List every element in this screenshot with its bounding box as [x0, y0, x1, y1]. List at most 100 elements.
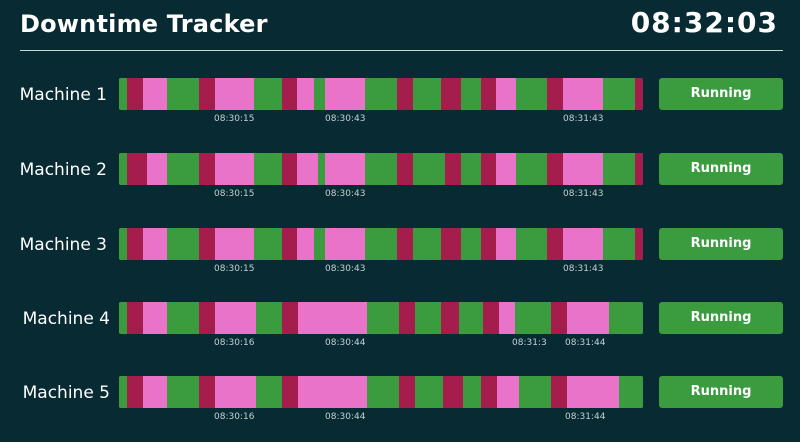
machine-label: Machine 5 — [22, 383, 110, 403]
timeline-segment-idle — [143, 302, 167, 334]
timeline-segment-down — [397, 78, 413, 110]
timeline-segment-idle — [563, 78, 603, 110]
status-badge[interactable]: Running — [659, 302, 783, 334]
machine-label: Machine 4 — [22, 309, 110, 329]
timeline-segment-run — [365, 78, 397, 110]
timeline-segment-run — [314, 78, 325, 110]
timeline-segment-idle — [325, 228, 365, 260]
timeline-segment-idle — [143, 376, 167, 408]
timeline-segment-run — [516, 228, 547, 260]
timeline-segment-down — [127, 302, 143, 334]
timeline-segment-down — [481, 376, 497, 408]
timeline-tick-label: 08:31:44 — [565, 338, 606, 348]
timeline-segment-idle — [298, 302, 367, 334]
timeline-segment-down — [481, 228, 496, 260]
timeline-tick-label: 08:30:44 — [325, 338, 366, 348]
timeline-tick-label: 08:31:3 — [512, 338, 547, 348]
timeline-segment-down — [445, 153, 461, 185]
timeline-segment-idle — [215, 153, 254, 185]
timeline-segment-down — [199, 376, 215, 408]
timeline-segment-idle — [496, 78, 516, 110]
status-badge[interactable]: Running — [659, 78, 783, 110]
timeline-segment-down — [399, 302, 415, 334]
timeline-segment-run — [413, 228, 441, 260]
header-divider — [20, 50, 783, 51]
timeline-segment-down — [399, 376, 415, 408]
timeline-tick-label: 08:30:15 — [214, 114, 255, 124]
timeline-segment-run — [413, 78, 441, 110]
timeline-segment-idle — [215, 376, 256, 408]
timeline-segment-down — [127, 78, 143, 110]
timeline-tick-label: 08:30:16 — [214, 412, 255, 422]
timeline-segment-idle — [215, 78, 254, 110]
timeline-segment-idle — [143, 78, 167, 110]
timeline-segment-run — [463, 376, 481, 408]
clock: 08:32:03 — [630, 6, 778, 39]
timeline-segment-run — [461, 153, 481, 185]
page-title: Downtime Tracker — [20, 10, 268, 38]
timeline-segment-run — [365, 228, 397, 260]
timeline-segment-run — [461, 228, 481, 260]
timeline-segment-run — [609, 302, 643, 334]
timeline-segment-run — [519, 376, 551, 408]
timeline-segment-run — [603, 78, 635, 110]
timeline-tick-label: 08:31:43 — [563, 189, 604, 199]
machine-label: Machine 1 — [19, 85, 107, 105]
timeline-segment-down — [547, 228, 563, 260]
timeline-tick-label: 08:30:43 — [325, 189, 366, 199]
timeline-bar — [119, 78, 643, 110]
timeline-segment-down — [441, 78, 461, 110]
timeline-segment-run — [167, 153, 199, 185]
timeline-segment-run — [167, 78, 199, 110]
timeline-segment-run — [516, 153, 547, 185]
timeline-segment-run — [256, 302, 282, 334]
timeline-tick-label: 08:30:16 — [214, 338, 255, 348]
timeline-tick-label: 08:31:43 — [563, 114, 604, 124]
timeline-segment-run — [167, 302, 199, 334]
timeline-bar — [119, 376, 643, 408]
timeline-segment-run — [413, 153, 445, 185]
timeline-segment-idle — [325, 153, 365, 185]
timeline-segment-down — [483, 302, 499, 334]
timeline-segment-run — [415, 376, 443, 408]
timeline-segment-idle — [215, 302, 256, 334]
timeline-tick-label: 08:30:15 — [214, 189, 255, 199]
timeline-segment-run — [119, 302, 127, 334]
timeline-segment-run — [461, 78, 481, 110]
status-badge[interactable]: Running — [659, 153, 783, 185]
timeline-segment-run — [318, 153, 325, 185]
timeline-segment-down — [397, 153, 413, 185]
machine-row: Machine 2 08:30:15 08:30:43 08:31:43 Running — [0, 153, 800, 213]
timeline-segment-down — [199, 302, 215, 334]
timeline-segment-idle — [496, 228, 516, 260]
timeline-tick-label: 08:31:44 — [565, 412, 606, 422]
timeline-segment-run — [367, 302, 399, 334]
timeline-segment-down — [397, 228, 413, 260]
machine-row: Machine 3 08:30:15 08:30:43 08:31:43 Running — [0, 228, 800, 288]
timeline-tick-label: 08:30:43 — [325, 114, 366, 124]
timeline-segment-down — [551, 376, 567, 408]
timeline-segment-down — [635, 228, 643, 260]
timeline-segment-run — [256, 376, 282, 408]
timeline-segment-idle — [563, 228, 603, 260]
timeline-segment-idle — [297, 228, 314, 260]
timeline-segment-down — [635, 78, 643, 110]
timeline-segment-run — [119, 78, 127, 110]
timeline-tick-label: 08:30:43 — [325, 264, 366, 274]
status-badge[interactable]: Running — [659, 228, 783, 260]
timeline-segment-run — [254, 153, 282, 185]
timeline-segment-idle — [215, 228, 254, 260]
timeline-segment-idle — [567, 302, 609, 334]
timeline-tick-label: 08:30:15 — [214, 264, 255, 274]
machine-row: Machine 4 08:30:16 08:30:44 08:31:3 08:31:44… — [0, 302, 800, 362]
timeline-segment-down — [199, 153, 215, 185]
status-badge[interactable]: Running — [659, 376, 783, 408]
timeline-segment-down — [282, 376, 298, 408]
timeline-segment-idle — [143, 228, 167, 260]
timeline-segment-idle — [297, 78, 314, 110]
timeline-segment-idle — [298, 376, 367, 408]
timeline-segment-down — [127, 376, 143, 408]
timeline-segment-run — [314, 228, 325, 260]
machine-label: Machine 3 — [19, 235, 107, 255]
timeline-segment-idle — [147, 153, 167, 185]
